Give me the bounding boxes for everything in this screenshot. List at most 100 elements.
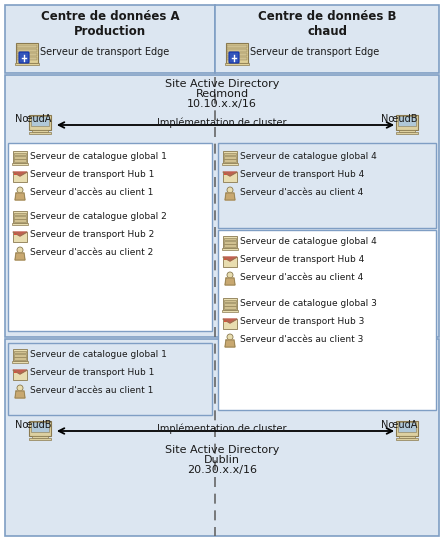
Text: Redmond: Redmond bbox=[195, 89, 249, 99]
Bar bbox=[14, 354, 26, 357]
Bar bbox=[5, 5, 215, 73]
Polygon shape bbox=[13, 232, 27, 236]
Circle shape bbox=[17, 187, 23, 193]
Bar bbox=[5, 339, 439, 536]
Bar bbox=[12, 223, 28, 225]
Text: Centre de données B
chaud: Centre de données B chaud bbox=[258, 10, 396, 38]
Bar bbox=[224, 303, 236, 306]
Bar bbox=[13, 370, 27, 380]
Text: Serveur d'accès au client 1: Serveur d'accès au client 1 bbox=[30, 188, 153, 197]
Polygon shape bbox=[225, 193, 235, 200]
Polygon shape bbox=[15, 253, 25, 260]
Text: Serveur de catalogue global 1: Serveur de catalogue global 1 bbox=[30, 350, 167, 359]
Text: Serveur de transport Edge: Serveur de transport Edge bbox=[40, 47, 169, 57]
Bar bbox=[14, 233, 17, 235]
Text: NœudA: NœudA bbox=[381, 420, 417, 430]
Text: Serveur d'accès au client 3: Serveur d'accès au client 3 bbox=[240, 335, 363, 344]
Bar bbox=[398, 116, 416, 126]
Polygon shape bbox=[223, 257, 237, 261]
Bar bbox=[32, 130, 48, 133]
Text: Serveur de catalogue global 4: Serveur de catalogue global 4 bbox=[240, 152, 377, 161]
Bar bbox=[223, 236, 237, 248]
Bar bbox=[13, 232, 27, 242]
Bar bbox=[29, 115, 51, 130]
Bar bbox=[17, 57, 37, 60]
Bar bbox=[13, 172, 27, 182]
Bar bbox=[398, 422, 416, 432]
FancyBboxPatch shape bbox=[19, 52, 29, 63]
Bar bbox=[218, 230, 436, 410]
Bar bbox=[14, 213, 26, 215]
Text: Dublin: Dublin bbox=[204, 455, 240, 465]
Bar bbox=[29, 438, 51, 440]
Bar bbox=[224, 306, 236, 309]
Bar bbox=[223, 319, 237, 329]
Bar bbox=[222, 163, 238, 165]
Bar bbox=[225, 63, 249, 65]
Polygon shape bbox=[225, 278, 235, 285]
Polygon shape bbox=[225, 340, 235, 347]
Bar bbox=[13, 211, 27, 223]
Bar bbox=[227, 53, 247, 56]
Bar bbox=[5, 75, 439, 337]
Bar bbox=[223, 257, 237, 267]
Text: Serveur de transport Hub 1: Serveur de transport Hub 1 bbox=[30, 368, 155, 377]
Bar bbox=[14, 153, 26, 155]
Bar bbox=[12, 361, 28, 363]
Bar bbox=[14, 371, 17, 373]
Circle shape bbox=[227, 272, 233, 278]
Text: Implémentation de cluster: Implémentation de cluster bbox=[157, 423, 287, 433]
Bar bbox=[223, 151, 237, 163]
Polygon shape bbox=[15, 391, 25, 398]
Text: 20.30.x.x/16: 20.30.x.x/16 bbox=[187, 465, 257, 475]
Bar bbox=[14, 351, 26, 353]
Bar bbox=[12, 163, 28, 165]
Circle shape bbox=[227, 334, 233, 340]
Bar bbox=[396, 421, 418, 436]
Text: Serveur d'accès au client 1: Serveur d'accès au client 1 bbox=[30, 386, 153, 395]
Text: Serveur de transport Hub 4: Serveur de transport Hub 4 bbox=[240, 255, 364, 264]
Bar bbox=[227, 49, 247, 52]
Bar bbox=[224, 238, 236, 241]
Text: NœudB: NœudB bbox=[381, 114, 417, 124]
Bar bbox=[227, 57, 247, 60]
Text: Serveur de catalogue global 3: Serveur de catalogue global 3 bbox=[240, 299, 377, 308]
Bar bbox=[224, 241, 236, 243]
Polygon shape bbox=[15, 193, 25, 200]
Bar bbox=[222, 248, 238, 250]
Text: Serveur de transport Hub 4: Serveur de transport Hub 4 bbox=[240, 170, 364, 179]
Bar bbox=[399, 130, 415, 133]
Bar bbox=[17, 53, 37, 56]
Polygon shape bbox=[223, 172, 237, 176]
Polygon shape bbox=[223, 319, 237, 323]
Bar bbox=[215, 5, 439, 73]
Text: Serveur d'accès au client 2: Serveur d'accès au client 2 bbox=[30, 248, 153, 257]
Bar bbox=[15, 63, 39, 65]
Bar bbox=[226, 43, 248, 63]
Text: NœudB: NœudB bbox=[15, 420, 52, 430]
Bar bbox=[396, 438, 418, 440]
Bar bbox=[224, 300, 236, 302]
Bar bbox=[14, 357, 26, 360]
Text: NœudA: NœudA bbox=[15, 114, 52, 124]
Bar bbox=[29, 421, 51, 436]
Bar bbox=[224, 159, 236, 162]
Circle shape bbox=[17, 385, 23, 391]
Bar bbox=[396, 115, 418, 130]
Bar bbox=[224, 173, 227, 175]
Text: Site Active Directory: Site Active Directory bbox=[165, 79, 279, 89]
Bar bbox=[227, 45, 247, 48]
Text: Site Active Directory: Site Active Directory bbox=[165, 445, 279, 455]
Bar bbox=[222, 311, 238, 312]
Text: Serveur de transport Hub 1: Serveur de transport Hub 1 bbox=[30, 170, 155, 179]
Text: Serveur de catalogue global 4: Serveur de catalogue global 4 bbox=[240, 237, 377, 246]
Bar bbox=[13, 151, 27, 163]
Bar bbox=[224, 156, 236, 159]
Polygon shape bbox=[13, 370, 27, 374]
Circle shape bbox=[227, 187, 233, 193]
Text: Implémentation de cluster: Implémentation de cluster bbox=[157, 117, 287, 128]
Bar bbox=[224, 244, 236, 247]
Circle shape bbox=[17, 247, 23, 253]
Bar bbox=[31, 116, 49, 126]
Bar bbox=[224, 320, 227, 322]
